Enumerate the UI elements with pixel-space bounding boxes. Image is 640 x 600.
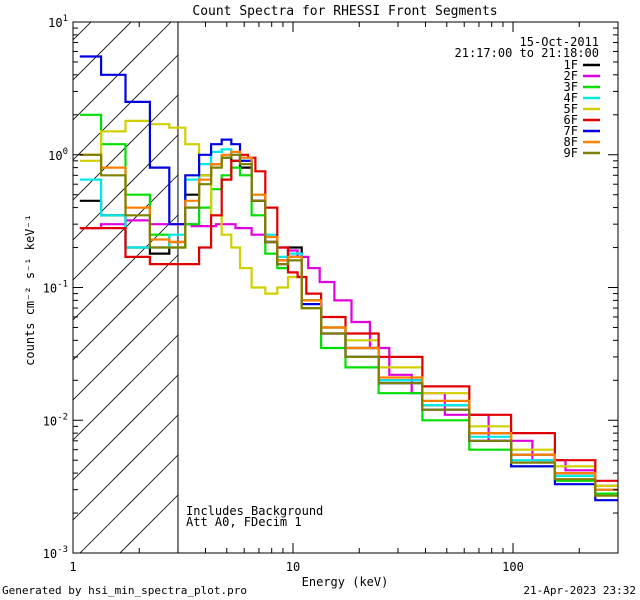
hatch-line-26 — [73, 374, 179, 481]
legend-label-2F: 2F — [564, 69, 578, 83]
hatch-line-16 — [73, 22, 132, 81]
series-line-6F — [79, 153, 618, 482]
y-tick-label: 10-2 — [43, 412, 68, 428]
x-tick-label: 1 — [69, 560, 76, 574]
hatch-line-15 — [73, 22, 92, 41]
hatch-line-23 — [73, 254, 179, 361]
hatch-line-18 — [73, 54, 179, 161]
chart-title: Count Spectra for RHESSI Front Segments — [192, 4, 497, 19]
y-tick-label: 101 — [48, 14, 68, 30]
x-axis-label: Energy (keV) — [302, 575, 389, 589]
legend-label-4F: 4F — [564, 91, 578, 105]
series-line-9F — [79, 153, 618, 497]
y-axis-label: counts cm⁻² s⁻¹ keV⁻¹ — [23, 214, 37, 366]
series-line-1F — [79, 156, 618, 491]
legend-label-3F: 3F — [564, 80, 578, 94]
annotation-attenuator: Att A0, FDecim 1 — [186, 515, 302, 529]
series-line-2F — [79, 219, 618, 487]
hatch-line-29 — [119, 494, 179, 553]
x-tick-labels: 1 10 100 — [69, 560, 523, 574]
hatch-line-17 — [73, 22, 172, 121]
legend-label-7F: 7F — [564, 124, 578, 138]
series-group — [79, 55, 618, 502]
series-line-8F — [79, 150, 618, 491]
y-tick-labels: 10-3 10-2 10-1 100 101 — [43, 14, 68, 561]
hatch-line-28 — [79, 454, 179, 553]
timestamp-label: 21-Apr-2023 23:32 — [523, 584, 636, 597]
y-tick-label: 10-1 — [43, 280, 68, 296]
x-tick-label: 10 — [286, 560, 300, 574]
legend-label-8F: 8F — [564, 135, 578, 149]
series-line-3F — [79, 113, 618, 495]
plot-frame — [72, 21, 619, 554]
date-label: 15-Oct-2011 — [520, 35, 599, 49]
legend-label-1F: 1F — [564, 58, 578, 72]
series-line-4F — [79, 148, 618, 491]
axis-ticks — [72, 22, 619, 554]
hatch-line-24 — [73, 294, 179, 401]
legend-label-5F: 5F — [564, 102, 578, 116]
time-range-label: 21:17:00 to 21:18:00 — [455, 46, 600, 60]
x-tick-label: 100 — [502, 560, 524, 574]
y-tick-label: 10-3 — [43, 545, 68, 561]
legend-label-9F: 9F — [564, 146, 578, 160]
hatch-line-27 — [73, 414, 179, 521]
annotation-background: Includes Background — [186, 504, 323, 518]
hatch-line-25 — [73, 334, 179, 441]
legend-label-6F: 6F — [564, 113, 578, 127]
y-tick-label: 100 — [48, 147, 68, 163]
generated-by-label: Generated by hsi_min_spectra_plot.pro — [2, 584, 248, 597]
hatch-line-22 — [73, 214, 179, 321]
